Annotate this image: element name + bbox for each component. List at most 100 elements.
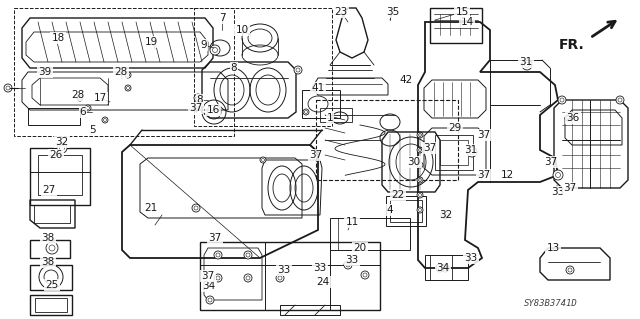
Bar: [330, 218, 410, 250]
Ellipse shape: [276, 274, 284, 282]
Text: 37: 37: [477, 130, 491, 140]
Text: 27: 27: [42, 185, 56, 195]
Text: 38: 38: [42, 257, 54, 267]
Ellipse shape: [193, 105, 199, 111]
Ellipse shape: [441, 264, 449, 272]
Bar: [316, 100, 458, 180]
Text: 14: 14: [460, 17, 474, 27]
Text: 6: 6: [80, 107, 86, 117]
Text: SY83B3741D: SY83B3741D: [524, 299, 578, 308]
Ellipse shape: [244, 251, 252, 259]
Bar: [200, 242, 380, 310]
Text: 34: 34: [436, 263, 450, 273]
Ellipse shape: [85, 105, 91, 111]
Ellipse shape: [4, 84, 12, 92]
Ellipse shape: [102, 117, 108, 123]
Ellipse shape: [214, 251, 222, 259]
Bar: [390, 200, 422, 222]
Ellipse shape: [417, 177, 423, 183]
Ellipse shape: [417, 192, 423, 198]
Text: 16: 16: [206, 105, 220, 115]
Bar: [430, 8, 482, 43]
Text: 25: 25: [45, 280, 59, 290]
Text: 26: 26: [49, 150, 63, 160]
Ellipse shape: [417, 207, 423, 213]
Text: 34: 34: [202, 281, 216, 291]
Text: 37: 37: [309, 150, 323, 160]
Text: 19: 19: [145, 37, 157, 47]
Ellipse shape: [566, 266, 574, 274]
Text: 37: 37: [477, 170, 491, 180]
Text: 20: 20: [353, 243, 367, 253]
Text: 24: 24: [316, 277, 330, 287]
Text: 13: 13: [547, 243, 559, 253]
Ellipse shape: [553, 170, 563, 180]
Text: 1: 1: [326, 113, 333, 123]
Text: 28: 28: [72, 90, 84, 100]
Ellipse shape: [565, 115, 571, 121]
Text: 37: 37: [424, 143, 436, 153]
Text: 37: 37: [563, 183, 577, 193]
Ellipse shape: [214, 274, 222, 282]
Text: 38: 38: [42, 233, 54, 243]
Bar: [194, 8, 332, 126]
Text: 9: 9: [201, 40, 207, 50]
Ellipse shape: [194, 94, 202, 102]
Ellipse shape: [344, 261, 352, 269]
Text: 12: 12: [500, 170, 514, 180]
Ellipse shape: [436, 264, 444, 272]
Text: 31: 31: [520, 57, 532, 67]
Ellipse shape: [57, 143, 67, 153]
Text: 35: 35: [387, 7, 399, 17]
Ellipse shape: [522, 60, 532, 70]
Ellipse shape: [192, 204, 200, 212]
Bar: [440, 140, 468, 165]
Text: 42: 42: [399, 75, 413, 85]
Bar: [35, 298, 67, 312]
Ellipse shape: [558, 96, 566, 104]
Text: 33: 33: [277, 265, 291, 275]
Text: 4: 4: [387, 205, 394, 215]
Text: 37: 37: [189, 103, 203, 113]
Bar: [14, 8, 234, 136]
Ellipse shape: [441, 211, 449, 219]
Text: 5: 5: [90, 125, 96, 135]
Text: 30: 30: [408, 157, 420, 167]
Text: 7: 7: [219, 13, 225, 23]
Text: FR.: FR.: [559, 38, 585, 52]
Ellipse shape: [260, 157, 266, 163]
Text: 22: 22: [392, 190, 404, 200]
Text: 29: 29: [449, 123, 461, 133]
Text: 15: 15: [456, 7, 468, 17]
Ellipse shape: [125, 85, 131, 91]
Ellipse shape: [467, 147, 477, 157]
Text: 37: 37: [202, 271, 214, 281]
Text: 33: 33: [346, 255, 358, 265]
Text: 37: 37: [209, 233, 221, 243]
Text: 8: 8: [196, 95, 204, 105]
Ellipse shape: [244, 274, 252, 282]
Ellipse shape: [77, 95, 83, 101]
Ellipse shape: [125, 72, 131, 78]
Text: 23: 23: [334, 7, 348, 17]
Ellipse shape: [206, 296, 214, 304]
Text: 33: 33: [465, 253, 477, 263]
Ellipse shape: [361, 271, 369, 279]
Bar: [435, 135, 473, 170]
Text: 37: 37: [545, 157, 557, 167]
Bar: [38, 155, 82, 195]
Text: 41: 41: [312, 83, 324, 93]
Text: 17: 17: [93, 93, 107, 103]
Text: 21: 21: [145, 203, 157, 213]
Text: 18: 18: [51, 33, 65, 43]
Text: 11: 11: [346, 217, 358, 227]
Text: 39: 39: [38, 67, 52, 77]
Ellipse shape: [616, 96, 624, 104]
Text: 32: 32: [56, 137, 68, 147]
Ellipse shape: [46, 242, 58, 254]
Ellipse shape: [417, 147, 423, 153]
Ellipse shape: [303, 109, 309, 115]
Bar: [320, 108, 352, 122]
Ellipse shape: [417, 162, 423, 168]
Ellipse shape: [294, 66, 302, 74]
